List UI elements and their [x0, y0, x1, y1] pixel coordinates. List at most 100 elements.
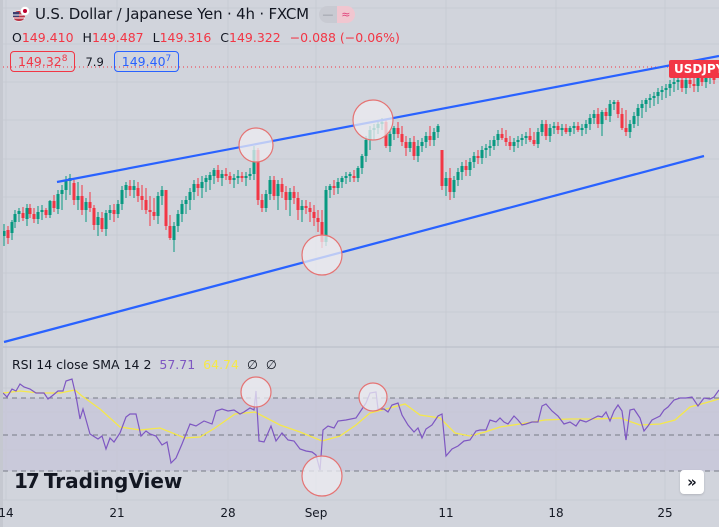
- candle-body: [25, 208, 29, 219]
- highlight-circle[interactable]: [358, 382, 388, 412]
- close-label: C: [220, 30, 230, 45]
- candle-body: [488, 146, 492, 148]
- candle-body: [328, 186, 332, 190]
- trendline-lower-channel[interactable]: [3, 154, 705, 344]
- tradingview-logo[interactable]: 17 TradingView: [14, 469, 182, 493]
- candle-body: [144, 200, 148, 210]
- highlight-circle[interactable]: [238, 127, 274, 163]
- symbol-price-tag: USDJPY: [669, 60, 719, 78]
- candle-body: [492, 140, 496, 146]
- candle-body: [196, 184, 200, 188]
- candle-body: [448, 178, 452, 192]
- candle-body: [608, 104, 612, 116]
- candle-body: [132, 186, 136, 190]
- candle-body: [192, 184, 196, 192]
- candle-body: [508, 142, 512, 146]
- tradingview-logo-text: TradingView: [43, 469, 183, 493]
- candle-body: [180, 204, 184, 214]
- candle-body: [464, 166, 468, 170]
- candle-body: [596, 114, 600, 124]
- candle-body: [92, 208, 96, 225]
- close-value: 149.322: [229, 30, 281, 45]
- highlight-circles[interactable]: [238, 99, 394, 497]
- sell-price: 149.32: [18, 54, 62, 70]
- candle-body: [400, 134, 404, 142]
- time-axis-label: 25: [657, 506, 673, 520]
- rsi-sma-line: [2, 389, 719, 442]
- candle-body: [496, 134, 500, 140]
- buy-button[interactable]: 149.407: [113, 51, 180, 73]
- candle-body: [484, 148, 488, 150]
- scroll-to-realtime-button[interactable]: »: [680, 470, 704, 494]
- candle-body: [628, 124, 632, 132]
- candle-body: [552, 126, 556, 128]
- bar-mode-button[interactable]: —: [318, 5, 337, 23]
- candle-body: [148, 210, 152, 212]
- candle-body: [280, 184, 284, 192]
- candle-body: [300, 206, 304, 210]
- candle-body: [456, 172, 460, 180]
- candle-body: [500, 134, 504, 138]
- candle-body: [72, 183, 76, 200]
- time-axis-label: 11: [438, 506, 454, 520]
- candle-body: [52, 201, 56, 208]
- highlight-circle[interactable]: [352, 99, 394, 141]
- sell-pip: 8: [61, 54, 68, 64]
- candle-body: [236, 176, 240, 178]
- time-axis-label: Sep: [304, 506, 328, 520]
- highlight-circle[interactable]: [301, 234, 343, 276]
- rsi-legend[interactable]: RSI 14 close SMA 14 2 57.71 64.74 ∅ ∅: [12, 357, 277, 372]
- candle-body: [56, 194, 60, 209]
- candle-body: [572, 126, 576, 128]
- candle-body: [568, 128, 572, 132]
- candle-body: [232, 178, 236, 180]
- wave-mode-button[interactable]: ≈: [336, 5, 355, 23]
- candle-body: [340, 178, 344, 182]
- candle-body: [360, 156, 364, 168]
- time-axis-label: 21: [109, 506, 125, 520]
- candle-body: [316, 218, 320, 222]
- candle-body: [412, 142, 416, 156]
- candle-body: [704, 78, 708, 82]
- candle-body: [168, 226, 172, 238]
- candle-body: [532, 140, 536, 144]
- candle-body: [652, 96, 656, 98]
- candle-body: [256, 150, 260, 200]
- candle-body: [528, 136, 532, 140]
- symbol-legend[interactable]: U.S. Dollar / Japanese Yen · 4h · FXCM —…: [12, 5, 355, 23]
- candle-body: [224, 174, 228, 176]
- candle-body: [28, 208, 32, 214]
- candle-body: [264, 194, 268, 208]
- candle-body: [156, 196, 160, 216]
- candle-body: [548, 128, 552, 136]
- time-axis-label: 14: [0, 506, 14, 520]
- candle-body: [2, 231, 6, 236]
- highlight-circle[interactable]: [240, 376, 272, 408]
- candle-body: [420, 142, 424, 146]
- low-label: L: [152, 30, 160, 45]
- trendlines[interactable]: [3, 54, 719, 344]
- candle-body: [688, 80, 692, 84]
- highlight-circle[interactable]: [301, 455, 343, 497]
- candle-body: [604, 112, 608, 116]
- candle-body: [136, 188, 140, 196]
- candle-body: [480, 150, 484, 158]
- left-edge-strip: [0, 0, 3, 527]
- candle-body: [352, 176, 356, 178]
- rsi-extra-1: ∅: [246, 357, 258, 372]
- candle-body: [296, 198, 300, 210]
- candle-body: [96, 217, 100, 225]
- candle-body: [76, 196, 80, 200]
- candle-body: [616, 102, 620, 114]
- sell-button[interactable]: 149.328: [10, 51, 76, 73]
- candle-body: [636, 108, 640, 116]
- candle-body: [520, 138, 524, 140]
- candle-body: [436, 126, 440, 132]
- symbol-title[interactable]: U.S. Dollar / Japanese Yen · 4h · FXCM: [35, 5, 309, 23]
- chart-mode-toggle[interactable]: — ≈: [318, 5, 355, 23]
- candle-body: [208, 175, 212, 180]
- sma-value: 64.74: [203, 357, 239, 372]
- open-value: 149.410: [21, 30, 74, 45]
- candle-body: [308, 208, 312, 212]
